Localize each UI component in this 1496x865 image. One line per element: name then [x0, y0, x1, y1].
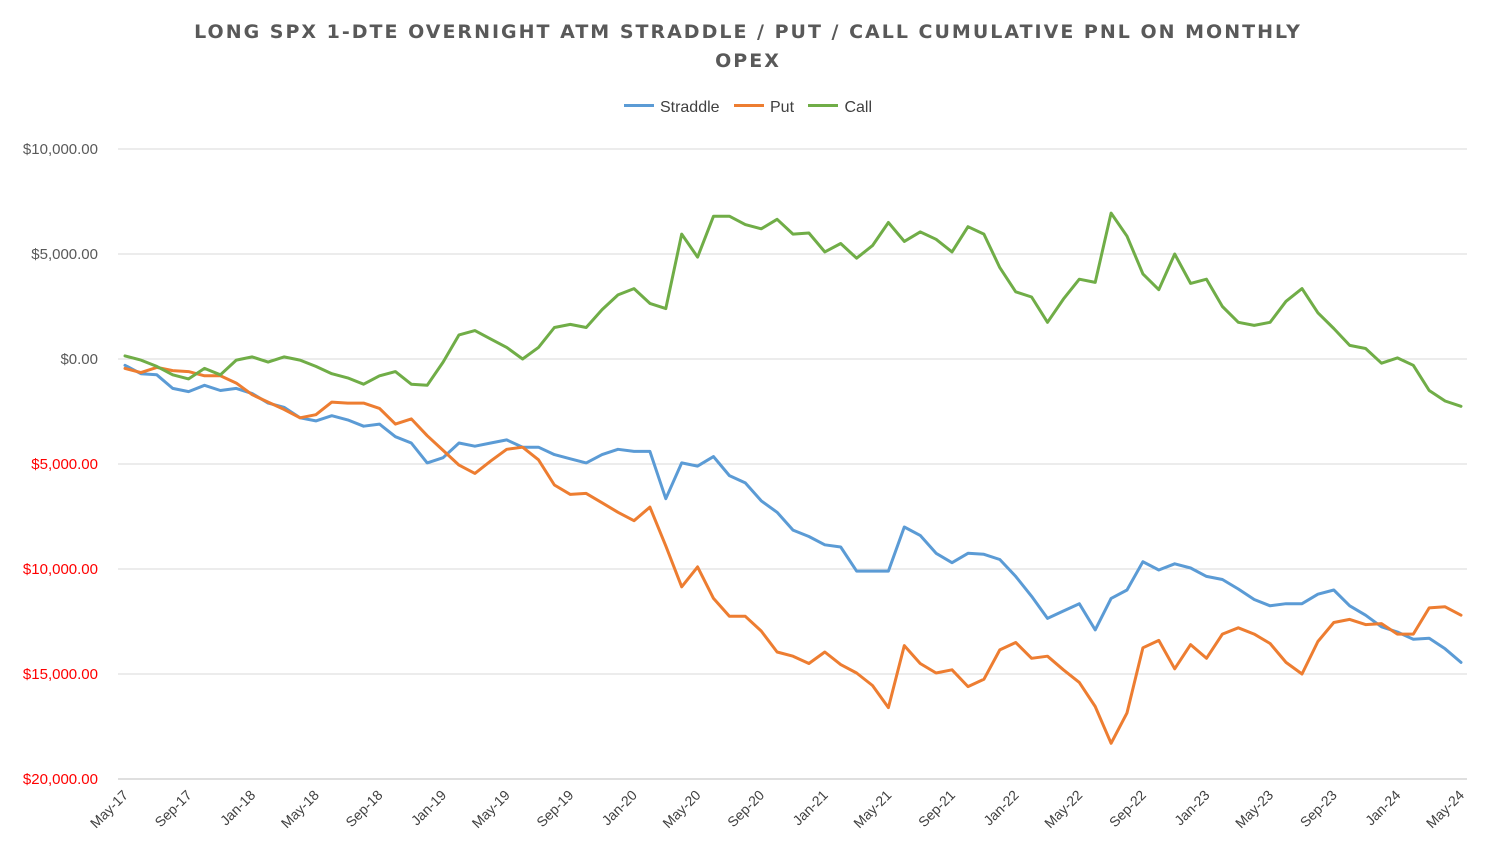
legend-swatch-put	[734, 104, 764, 108]
x-tick-label: Sep-17	[151, 787, 194, 830]
x-tick-label: May-21	[850, 787, 894, 831]
legend-item-call[interactable]: Call	[808, 99, 872, 117]
x-tick-label: May-24	[1423, 787, 1467, 831]
chart-legend: Straddle Put Call	[0, 99, 1496, 117]
y-tick-label: $20,000.00	[23, 771, 98, 788]
x-tick-label: May-20	[659, 787, 703, 831]
x-tick-label: Sep-22	[1106, 787, 1149, 830]
y-tick-label: $0.00	[60, 351, 98, 368]
legend-label-straddle: Straddle	[659, 99, 720, 116]
x-tick-label: May-18	[278, 787, 322, 831]
chart-title: LONG SPX 1-DTE OVERNIGHT ATM STRADDLE / …	[0, 18, 1496, 76]
x-tick-label: Sep-20	[724, 787, 767, 830]
x-tick-label: Jan-22	[980, 787, 1022, 829]
legend-item-put[interactable]: Put	[734, 99, 794, 117]
x-tick-label: Jan-23	[1171, 787, 1213, 829]
series-line-call	[123, 211, 1463, 408]
chart-title-line-1: LONG SPX 1-DTE OVERNIGHT ATM STRADDLE / …	[194, 21, 1302, 43]
x-tick-label: Sep-21	[915, 787, 958, 830]
y-axis-ticks: $10,000.00 $5,000.00 $0.00 $5,000.00 $10,000…	[23, 141, 98, 788]
x-tick-label: May-23	[1232, 787, 1276, 831]
x-tick-label: Jan-24	[1362, 787, 1404, 829]
x-tick-label: Jan-18	[217, 787, 259, 829]
x-tick-label: May-22	[1041, 787, 1085, 831]
chart-title-line-2: OPEX	[715, 50, 781, 72]
y-tick-label: $10,000.00	[23, 141, 98, 158]
x-tick-label: Sep-23	[1297, 787, 1340, 830]
x-tick-label: Sep-19	[533, 787, 576, 830]
x-tick-label: Jan-19	[408, 787, 450, 829]
x-tick-label: Sep-18	[342, 787, 385, 830]
y-tick-label: $5,000.00	[31, 456, 98, 473]
y-tick-label: $5,000.00	[31, 246, 98, 263]
series-line-put	[123, 365, 1463, 745]
legend-swatch-call	[808, 104, 839, 108]
legend-swatch-straddle	[623, 104, 654, 108]
gridlines	[118, 148, 1467, 780]
series-lines	[123, 211, 1463, 745]
series-line-straddle	[123, 363, 1463, 664]
y-tick-label: $15,000.00	[23, 666, 98, 683]
x-tick-label: Jan-21	[789, 787, 831, 829]
legend-label-call: Call	[844, 99, 873, 116]
y-tick-label: $10,000.00	[23, 561, 98, 578]
x-axis-ticks: May-17 Sep-17 Jan-18 May-18 Sep-18 Jan-19 May-…	[87, 787, 1467, 831]
legend-item-straddle[interactable]: Straddle	[623, 99, 720, 117]
x-tick-label: Jan-20	[598, 787, 640, 829]
x-tick-label: May-17	[87, 787, 131, 831]
x-tick-label: May-19	[469, 787, 513, 831]
legend-label-put: Put	[770, 99, 795, 116]
